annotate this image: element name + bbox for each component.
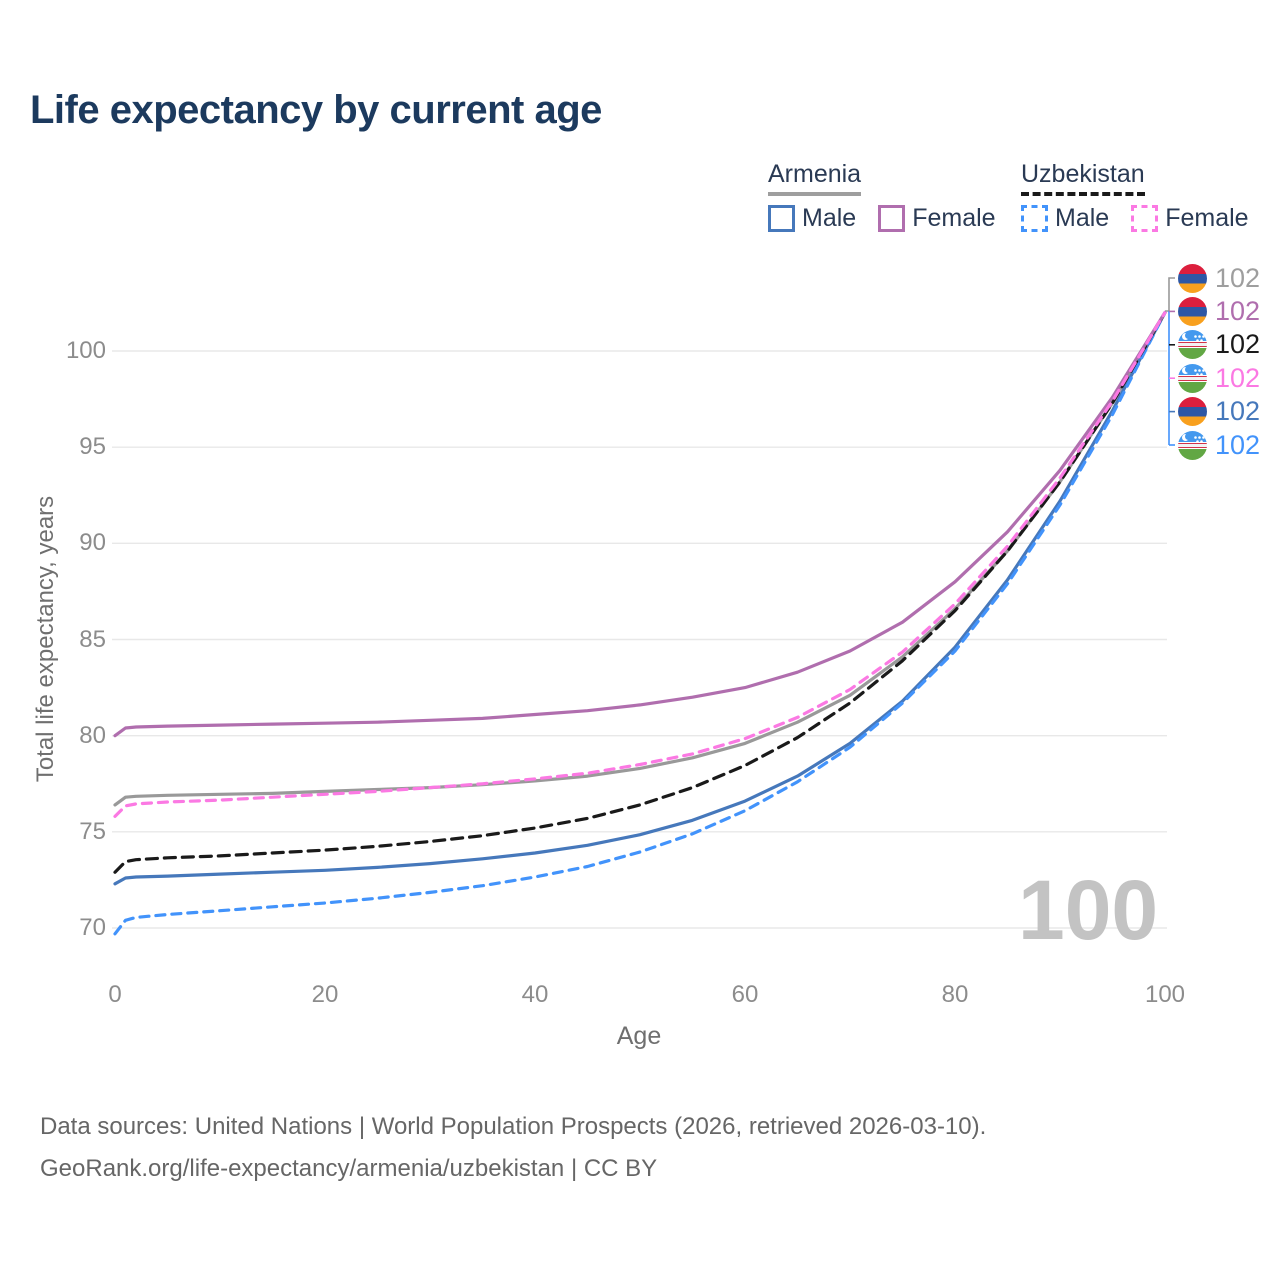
- end-label-uzbekistan-both: 102: [1178, 329, 1261, 360]
- x-tick-60: 60: [731, 981, 759, 1008]
- end-label-uzbekistan-female: 102: [1178, 363, 1260, 393]
- series-line-uzbekistan-female[interactable]: [113, 310, 1167, 818]
- end-label-value: 102: [1215, 396, 1261, 427]
- legend-item-armenia-female[interactable]: Female: [878, 204, 996, 233]
- end-label-connector: [1165, 277, 1175, 312]
- y-tick-85: 85: [79, 625, 106, 653]
- series-line-armenia-female[interactable]: [113, 310, 1167, 738]
- x-tick-80: 80: [941, 981, 969, 1008]
- legend-item-label: Female: [912, 204, 996, 232]
- x-tick-0: 0: [108, 981, 122, 1008]
- y-tick-80: 80: [79, 721, 106, 749]
- series-line-uzbekistan-male[interactable]: [113, 310, 1167, 936]
- data-sources-text: Data sources: United Nations | World Pop…: [40, 1113, 987, 1140]
- legend-items: Male Female: [1021, 204, 1249, 233]
- series-line-uzbekistan-both[interactable]: [113, 310, 1167, 874]
- end-label-uzbekistan-male: 102: [1178, 430, 1260, 460]
- uzbekistan-flag-icon: [1178, 430, 1207, 460]
- end-label-armenia-female: 102: [1178, 296, 1260, 326]
- chart-footer: Data sources: United Nations | World Pop…: [40, 1106, 986, 1190]
- x-tick-40: 40: [521, 981, 549, 1008]
- legend-swatch-icon[interactable]: [1021, 205, 1048, 232]
- y-tick-100: 100: [65, 337, 106, 364]
- y-tick-70: 70: [79, 914, 106, 941]
- armenia-flag-icon: [1178, 263, 1207, 293]
- legend-swatch-icon[interactable]: [768, 205, 795, 232]
- attribution-text: GeoRank.org/life-expectancy/armenia/uzbe…: [40, 1155, 658, 1182]
- x-tick-20: 20: [311, 981, 339, 1008]
- end-label-value: 102: [1215, 295, 1261, 326]
- legend-country-uzbekistan[interactable]: Uzbekistan: [1021, 160, 1145, 196]
- end-label-value: 102: [1215, 262, 1261, 293]
- x-axis-title: Age: [616, 1022, 662, 1050]
- series-line-armenia-male[interactable]: [113, 310, 1167, 886]
- end-label-armenia-both: 102: [1178, 263, 1260, 293]
- uzbekistan-flag-icon: [1178, 330, 1207, 360]
- series-line-armenia-both[interactable]: [113, 310, 1167, 807]
- end-label-value: 102: [1215, 429, 1261, 460]
- legend-item-uzbekistan-female[interactable]: Female: [1131, 204, 1249, 233]
- legend-swatch-icon[interactable]: [1131, 205, 1159, 232]
- legend-group-armenia: Armenia Male Female: [768, 160, 996, 233]
- uzbekistan-flag-icon: [1178, 363, 1207, 393]
- legend-items: Male Female: [768, 204, 996, 233]
- y-axis-title: Total life expectancy, years: [32, 495, 59, 783]
- x-tick-100: 100: [1144, 981, 1186, 1008]
- end-label-value: 102: [1215, 329, 1261, 360]
- y-tick-95: 95: [79, 433, 106, 461]
- y-tick-75: 75: [79, 817, 106, 845]
- watermark-age-label: 100: [1018, 863, 1159, 957]
- legend-item-label: Male: [802, 204, 857, 232]
- page-title: Life expectancy by current age: [30, 88, 602, 132]
- legend-item-label: Female: [1165, 204, 1249, 232]
- y-tick-90: 90: [79, 529, 106, 557]
- legend-country-armenia[interactable]: Armenia: [768, 160, 862, 196]
- armenia-flag-icon: [1178, 397, 1207, 427]
- end-label-value: 102: [1215, 362, 1261, 393]
- legend-item-uzbekistan-male[interactable]: Male: [1021, 204, 1109, 233]
- armenia-flag-icon: [1178, 296, 1207, 326]
- legend-group-uzbekistan: Uzbekistan Male Female: [1021, 160, 1249, 233]
- legend-swatch-icon[interactable]: [878, 205, 906, 232]
- legend-item-label: Male: [1055, 204, 1110, 232]
- legend-item-armenia-male[interactable]: Male: [768, 204, 856, 233]
- end-label-armenia-male: 102: [1178, 396, 1261, 427]
